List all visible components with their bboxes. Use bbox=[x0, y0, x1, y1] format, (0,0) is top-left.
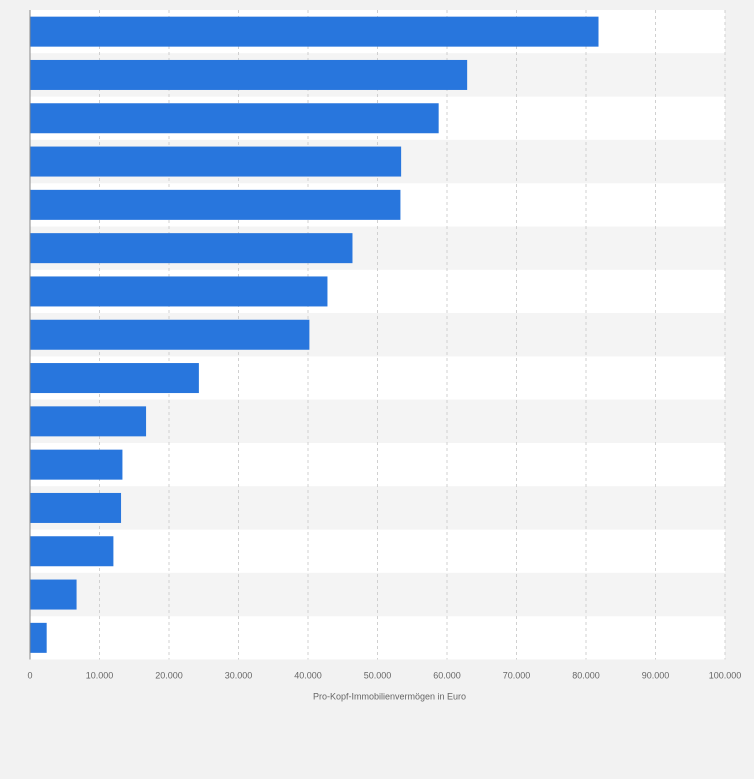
bar bbox=[30, 363, 199, 394]
bar bbox=[30, 622, 47, 653]
bar bbox=[30, 492, 122, 523]
bars bbox=[30, 16, 599, 653]
bar bbox=[30, 59, 468, 90]
bar bbox=[30, 449, 123, 480]
x-axis-title: Pro-Kopf-Immobilienvermögen in Euro bbox=[313, 692, 466, 702]
x-tick-label: 30.000 bbox=[225, 671, 253, 681]
x-tick-label: 0 bbox=[27, 671, 32, 681]
bar bbox=[30, 276, 328, 307]
x-axis-ticks: 0 10.000 20.000 30.000 40.000 50.000 60.000 70.… bbox=[27, 671, 741, 681]
x-tick-label: 90.000 bbox=[642, 671, 670, 681]
bar bbox=[30, 319, 310, 350]
x-tick-label: 60.000 bbox=[433, 671, 461, 681]
x-tick-label: 70.000 bbox=[503, 671, 531, 681]
x-tick-label: 50.000 bbox=[364, 671, 392, 681]
bar bbox=[30, 146, 402, 177]
bar bbox=[30, 406, 147, 437]
bar bbox=[30, 579, 77, 610]
x-tick-label: 20.000 bbox=[155, 671, 183, 681]
bar bbox=[30, 233, 353, 264]
x-tick-label: 80.000 bbox=[572, 671, 600, 681]
bar bbox=[30, 536, 114, 567]
bar bbox=[30, 189, 401, 220]
x-tick-label: 40.000 bbox=[294, 671, 322, 681]
bar bbox=[30, 16, 599, 47]
bar bbox=[30, 103, 439, 134]
x-tick-label: 100.000 bbox=[709, 671, 742, 681]
x-tick-label: 10.000 bbox=[86, 671, 114, 681]
